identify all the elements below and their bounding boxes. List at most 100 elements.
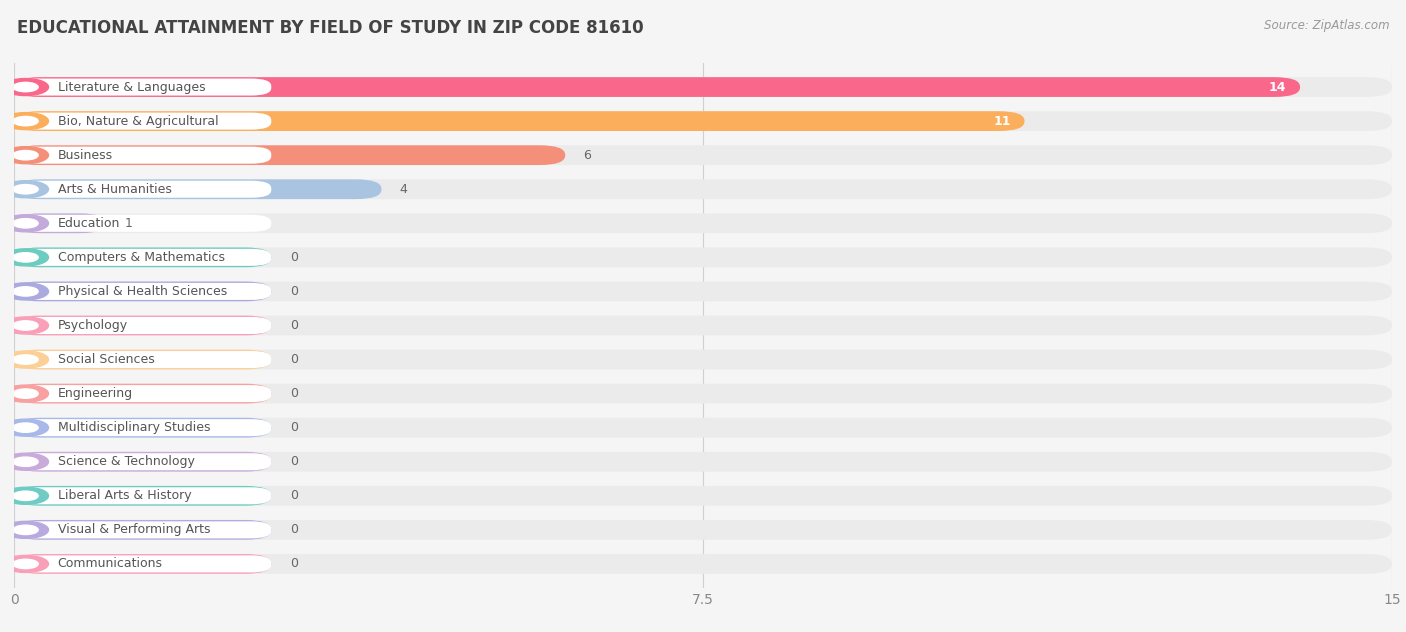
FancyBboxPatch shape bbox=[14, 248, 271, 267]
Text: 0: 0 bbox=[290, 489, 298, 502]
FancyBboxPatch shape bbox=[14, 179, 1392, 199]
FancyBboxPatch shape bbox=[14, 419, 271, 436]
FancyBboxPatch shape bbox=[14, 249, 271, 266]
FancyBboxPatch shape bbox=[14, 556, 271, 573]
Text: 1: 1 bbox=[124, 217, 132, 230]
Circle shape bbox=[13, 321, 38, 330]
Text: Liberal Arts & History: Liberal Arts & History bbox=[58, 489, 191, 502]
FancyBboxPatch shape bbox=[14, 78, 271, 95]
Text: 0: 0 bbox=[290, 557, 298, 571]
FancyBboxPatch shape bbox=[14, 77, 1392, 97]
FancyBboxPatch shape bbox=[14, 452, 271, 471]
Text: Communications: Communications bbox=[58, 557, 163, 571]
FancyBboxPatch shape bbox=[14, 111, 1025, 131]
Circle shape bbox=[13, 559, 38, 569]
FancyBboxPatch shape bbox=[14, 215, 271, 232]
FancyBboxPatch shape bbox=[14, 554, 271, 574]
Text: Visual & Performing Arts: Visual & Performing Arts bbox=[58, 523, 209, 537]
Text: 0: 0 bbox=[290, 421, 298, 434]
Text: EDUCATIONAL ATTAINMENT BY FIELD OF STUDY IN ZIP CODE 81610: EDUCATIONAL ATTAINMENT BY FIELD OF STUDY… bbox=[17, 19, 644, 37]
Circle shape bbox=[3, 453, 48, 470]
Text: Computers & Mathematics: Computers & Mathematics bbox=[58, 251, 225, 264]
FancyBboxPatch shape bbox=[14, 214, 1392, 233]
FancyBboxPatch shape bbox=[14, 281, 271, 301]
Circle shape bbox=[3, 317, 48, 334]
FancyBboxPatch shape bbox=[14, 112, 271, 130]
Text: Science & Technology: Science & Technology bbox=[58, 455, 194, 468]
Text: Physical & Health Sciences: Physical & Health Sciences bbox=[58, 285, 226, 298]
FancyBboxPatch shape bbox=[14, 181, 271, 198]
FancyBboxPatch shape bbox=[14, 384, 271, 403]
Text: 0: 0 bbox=[290, 523, 298, 537]
Text: 0: 0 bbox=[290, 285, 298, 298]
Circle shape bbox=[13, 253, 38, 262]
Circle shape bbox=[13, 423, 38, 432]
Circle shape bbox=[3, 556, 48, 573]
FancyBboxPatch shape bbox=[14, 214, 105, 233]
FancyBboxPatch shape bbox=[14, 147, 271, 164]
Circle shape bbox=[3, 78, 48, 95]
FancyBboxPatch shape bbox=[14, 315, 271, 336]
Circle shape bbox=[13, 150, 38, 160]
FancyBboxPatch shape bbox=[14, 520, 1392, 540]
Text: Psychology: Psychology bbox=[58, 319, 128, 332]
FancyBboxPatch shape bbox=[14, 384, 1392, 403]
Circle shape bbox=[3, 147, 48, 164]
FancyBboxPatch shape bbox=[14, 385, 271, 402]
FancyBboxPatch shape bbox=[14, 554, 1392, 574]
Circle shape bbox=[3, 215, 48, 232]
Circle shape bbox=[13, 219, 38, 228]
Text: Bio, Nature & Agricultural: Bio, Nature & Agricultural bbox=[58, 114, 218, 128]
FancyBboxPatch shape bbox=[14, 248, 1392, 267]
Text: Social Sciences: Social Sciences bbox=[58, 353, 155, 366]
Text: 0: 0 bbox=[290, 251, 298, 264]
Circle shape bbox=[13, 457, 38, 466]
Circle shape bbox=[3, 283, 48, 300]
Text: 0: 0 bbox=[290, 353, 298, 366]
Text: Literature & Languages: Literature & Languages bbox=[58, 80, 205, 94]
FancyBboxPatch shape bbox=[14, 452, 1392, 471]
FancyBboxPatch shape bbox=[14, 349, 1392, 370]
FancyBboxPatch shape bbox=[14, 283, 271, 300]
FancyBboxPatch shape bbox=[14, 349, 271, 370]
Circle shape bbox=[3, 249, 48, 266]
FancyBboxPatch shape bbox=[14, 453, 271, 470]
Circle shape bbox=[3, 385, 48, 402]
FancyBboxPatch shape bbox=[14, 520, 271, 540]
FancyBboxPatch shape bbox=[14, 111, 1392, 131]
Circle shape bbox=[3, 181, 48, 198]
Circle shape bbox=[3, 112, 48, 130]
Text: Source: ZipAtlas.com: Source: ZipAtlas.com bbox=[1264, 19, 1389, 32]
FancyBboxPatch shape bbox=[14, 317, 271, 334]
Circle shape bbox=[13, 355, 38, 364]
Text: Business: Business bbox=[58, 149, 112, 162]
Circle shape bbox=[13, 82, 38, 92]
Text: Multidisciplinary Studies: Multidisciplinary Studies bbox=[58, 421, 209, 434]
FancyBboxPatch shape bbox=[14, 486, 1392, 506]
Circle shape bbox=[13, 491, 38, 501]
Text: 0: 0 bbox=[290, 319, 298, 332]
Circle shape bbox=[13, 389, 38, 398]
Circle shape bbox=[3, 351, 48, 368]
Circle shape bbox=[13, 525, 38, 535]
Text: 0: 0 bbox=[290, 387, 298, 400]
FancyBboxPatch shape bbox=[14, 487, 271, 504]
FancyBboxPatch shape bbox=[14, 418, 271, 437]
Text: 4: 4 bbox=[399, 183, 408, 196]
FancyBboxPatch shape bbox=[14, 315, 1392, 336]
FancyBboxPatch shape bbox=[14, 351, 271, 368]
Text: 6: 6 bbox=[583, 149, 592, 162]
FancyBboxPatch shape bbox=[14, 179, 381, 199]
FancyBboxPatch shape bbox=[14, 281, 1392, 301]
FancyBboxPatch shape bbox=[14, 521, 271, 538]
Circle shape bbox=[13, 287, 38, 296]
Text: Engineering: Engineering bbox=[58, 387, 132, 400]
FancyBboxPatch shape bbox=[14, 418, 1392, 437]
FancyBboxPatch shape bbox=[14, 77, 1301, 97]
FancyBboxPatch shape bbox=[14, 145, 565, 165]
Circle shape bbox=[13, 116, 38, 126]
Text: Education: Education bbox=[58, 217, 120, 230]
Text: Arts & Humanities: Arts & Humanities bbox=[58, 183, 172, 196]
Text: 0: 0 bbox=[290, 455, 298, 468]
Circle shape bbox=[3, 521, 48, 538]
